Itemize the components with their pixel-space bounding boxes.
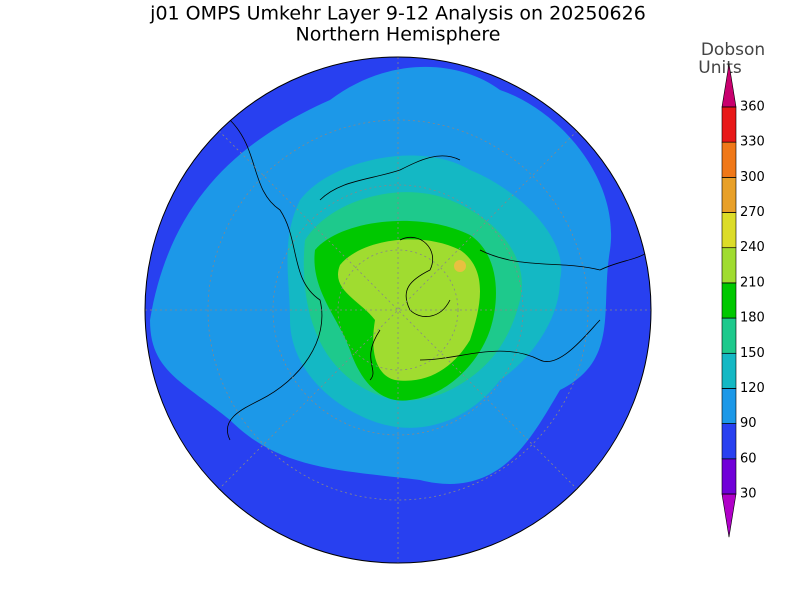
colorbar-segment <box>721 177 737 213</box>
colorbar-tick-label: 60 <box>740 451 757 466</box>
colorbar-tick-label: 120 <box>740 381 765 396</box>
region-210-240 <box>338 239 480 381</box>
colorbar-tick-label: 180 <box>740 311 765 326</box>
polar-map <box>144 56 652 564</box>
colorbar-segment <box>721 458 737 495</box>
colorbar-under <box>721 493 737 538</box>
colorbar-tick-label: 210 <box>740 275 765 290</box>
colorbar-segment <box>721 352 737 389</box>
colorbar-segment <box>721 106 737 143</box>
colorbar: 30 60 90 120 150 180 210 240 270 300 330 360 <box>721 63 765 538</box>
colorbar-label: Units <box>698 58 742 78</box>
colorbar-tick-label: 360 <box>740 100 765 115</box>
graticule <box>145 57 651 563</box>
colorbar-segment <box>721 388 737 424</box>
colorbar-segment <box>721 423 737 460</box>
colorbar-segment <box>721 212 737 249</box>
colorbar-tick-label: 330 <box>740 135 765 150</box>
subtitle: Northern Hemisphere <box>296 24 501 46</box>
colorbar-segment <box>721 317 737 354</box>
coastlines <box>227 119 651 441</box>
colorbar-label: Dobson <box>701 40 765 60</box>
colorbar-tick-label: 150 <box>740 346 765 361</box>
colorbar-tick-label: 240 <box>740 240 765 255</box>
colorbar-segment <box>721 141 737 178</box>
colorbar-tick-label: 90 <box>740 416 757 431</box>
region-240-270 <box>454 260 466 272</box>
colorbar-tick-label: 270 <box>740 205 765 220</box>
colorbar-segment <box>721 282 737 319</box>
colorbar-segment <box>721 247 737 284</box>
colorbar-tick-label: 30 <box>740 487 757 502</box>
colorbar-tick-label: 300 <box>740 170 765 185</box>
title: j01 OMPS Umkehr Layer 9-12 Analysis on 2… <box>149 3 646 25</box>
